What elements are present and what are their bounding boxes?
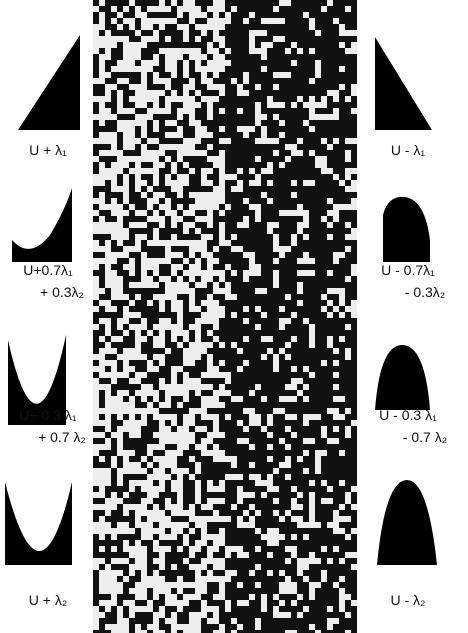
label: + 0.7 λ₂ (38, 429, 86, 445)
label: U+ 0.3 λ₁ (19, 407, 77, 423)
label: + 0.3λ₂ (40, 284, 84, 300)
label: - 0.3λ₂ (405, 284, 445, 300)
profile (383, 197, 430, 262)
profile (12, 188, 72, 262)
label: U - 0.3 λ₁ (379, 407, 437, 423)
label: U - 0.7λ₁ (381, 262, 435, 278)
profile (375, 37, 432, 130)
label: U + λ₁ (29, 142, 67, 158)
label: U - λ₂ (391, 592, 426, 608)
profile (377, 480, 437, 565)
label: U+0.7λ₁ (23, 262, 73, 278)
label: U + λ₂ (29, 592, 68, 608)
profile (18, 35, 80, 130)
label: U - λ₁ (391, 142, 426, 158)
figure: U + λ₁ U+0.7λ₁ + 0.3λ₂ U+ 0.3 λ₁ + 0.7 λ₂ U +… (0, 0, 468, 633)
label: - 0.7 λ₂ (403, 429, 447, 445)
profile (5, 482, 72, 565)
profile (375, 345, 430, 410)
